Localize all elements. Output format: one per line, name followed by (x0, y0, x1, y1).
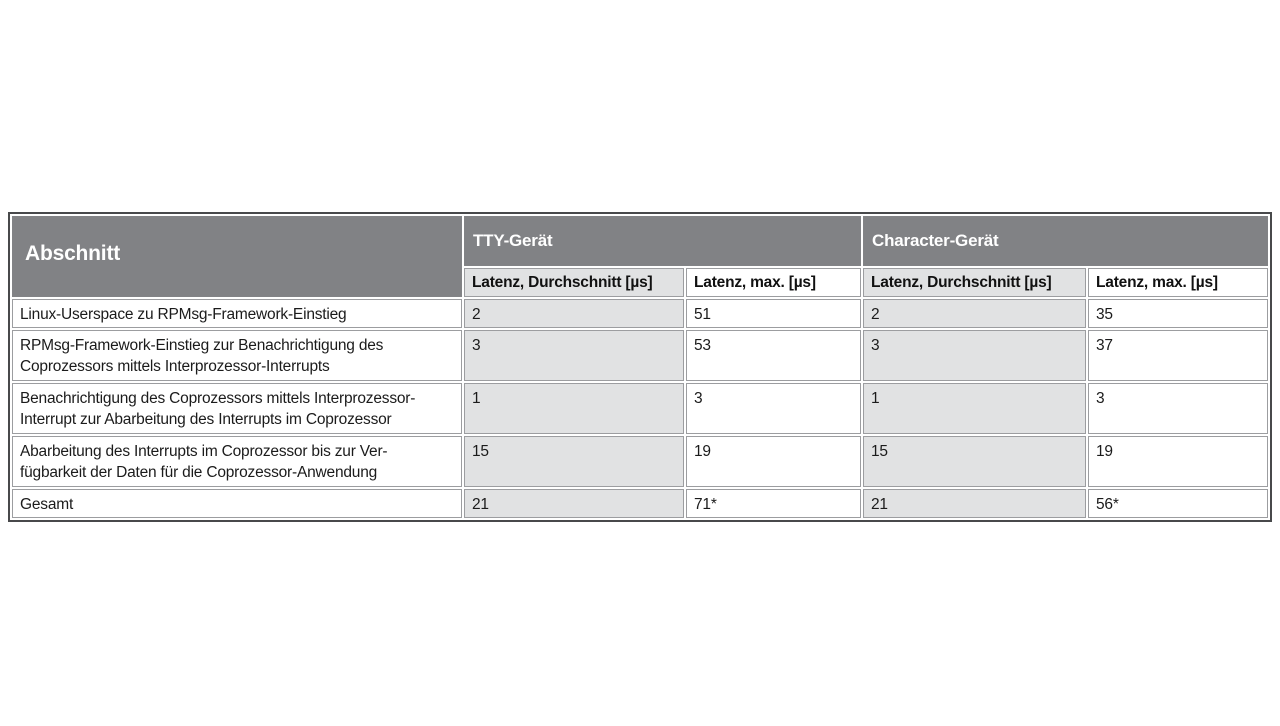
row-label-line: Benachrichtigung des Coprozessors mittel… (20, 390, 416, 407)
row-label-line: Interrupt zur Abarbeitung des Interrupts… (20, 411, 392, 428)
subheader-char-max: Latenz, max. [µs] (1088, 268, 1269, 297)
tty-max-value: 19 (686, 436, 862, 487)
tty-avg-value: 21 (464, 489, 684, 518)
table-row: RPMsg-Framework-Einstieg zur Benachricht… (12, 330, 1269, 381)
row-label: RPMsg-Framework-Einstieg zur Benachricht… (12, 330, 462, 381)
subheader-tty-max: Latenz, max. [µs] (686, 268, 862, 297)
tty-max-value: 51 (686, 299, 862, 328)
tty-max-value: 3 (686, 383, 862, 434)
tty-max-value: 53 (686, 330, 862, 381)
char-avg-value: 21 (863, 489, 1087, 518)
char-max-value: 19 (1088, 436, 1269, 487)
latency-table: Abschnitt TTY-Gerät Character-Gerät Late… (8, 212, 1273, 522)
row-label-line: RPMsg-Framework-Einstieg zur Benachricht… (20, 337, 384, 354)
char-max-value: 35 (1088, 299, 1269, 328)
group-header-character: Character-Gerät (863, 216, 1269, 266)
char-avg-value: 1 (863, 383, 1087, 434)
tty-max-value: 71* (686, 489, 862, 518)
char-avg-value: 15 (863, 436, 1087, 487)
char-max-value: 37 (1088, 330, 1269, 381)
row-label-line: Linux-Userspace zu RPMsg-Framework-Einst… (20, 306, 347, 323)
row-label-line: Abarbeitung des Interrupts im Coprozesso… (20, 443, 388, 460)
char-avg-value: 3 (863, 330, 1087, 381)
subheader-tty-avg: Latenz, Durchschnitt [µs] (464, 268, 684, 297)
row-label-line: Gesamt (20, 496, 74, 513)
row-label: Abarbeitung des Interrupts im Coprozesso… (12, 436, 462, 487)
table-row: Linux-Userspace zu RPMsg-Framework-Einst… (12, 299, 1269, 328)
table-row-total: Gesamt 21 71* 21 56* (12, 489, 1269, 518)
col-header-abschnitt: Abschnitt (12, 216, 462, 297)
tty-avg-value: 15 (464, 436, 684, 487)
tty-avg-value: 1 (464, 383, 684, 434)
tty-avg-value: 3 (464, 330, 684, 381)
subheader-char-avg: Latenz, Durchschnitt [µs] (863, 268, 1087, 297)
table-row: Abarbeitung des Interrupts im Coprozesso… (12, 436, 1269, 487)
row-label: Benachrichtigung des Coprozessors mittel… (12, 383, 462, 434)
tty-avg-value: 2 (464, 299, 684, 328)
row-label-line: fügbarkeit der Daten für die Coprozessor… (20, 464, 378, 481)
row-label: Gesamt (12, 489, 462, 518)
table-row: Benachrichtigung des Coprozessors mittel… (12, 383, 1269, 434)
row-label: Linux-Userspace zu RPMsg-Framework-Einst… (12, 299, 462, 328)
char-max-value: 3 (1088, 383, 1269, 434)
group-header-tty: TTY-Gerät (464, 216, 862, 266)
char-avg-value: 2 (863, 299, 1087, 328)
char-max-value: 56* (1088, 489, 1269, 518)
row-label-line: Coprozessors mittels Interprozessor-Inte… (20, 358, 330, 375)
